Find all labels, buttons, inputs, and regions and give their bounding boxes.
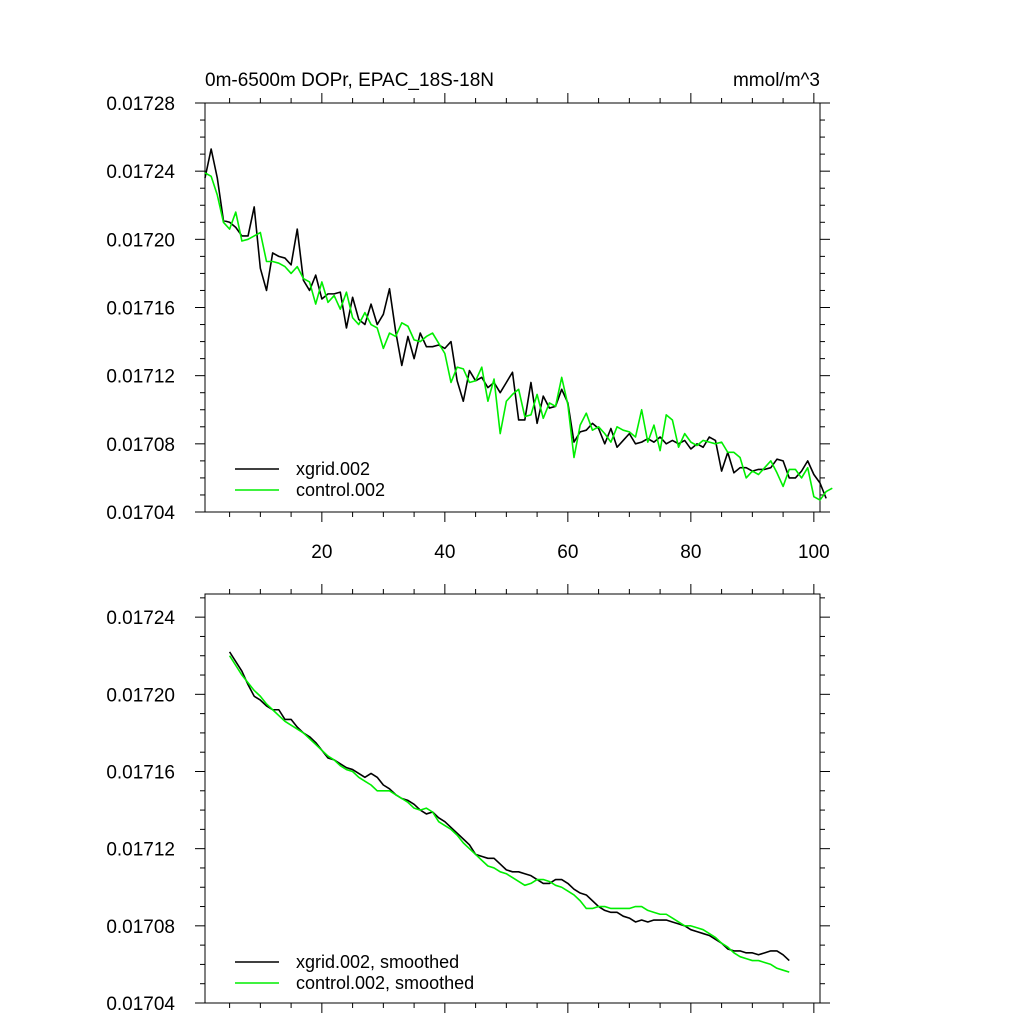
y-tick-label: 0.01712 xyxy=(106,840,175,861)
x-tick-label: 100 xyxy=(798,542,830,563)
y-tick-label: 0.01720 xyxy=(106,685,175,706)
plot-frame xyxy=(204,102,821,513)
y-tick-label: 0.01716 xyxy=(106,762,175,783)
series-line-control-002-smoothed xyxy=(228,655,790,973)
legend-label: control.002 xyxy=(296,480,385,500)
bottom-panel: 0.01704 0.01708 0.01712 0.01716 0.01720 0.017… xyxy=(106,584,830,1015)
y-tick-label: 0.01716 xyxy=(106,299,175,320)
legend-label: xgrid.002 xyxy=(296,459,370,479)
plot-frame xyxy=(204,593,821,1004)
legend-label: control.002, smoothed xyxy=(296,973,474,993)
chart-title: 0m-6500m DOPr, EPAC_18S-18N xyxy=(205,70,494,91)
top-panel: 20 40 60 80 100 0.01704 0.01708 0.01712 0.01716 0… xyxy=(106,70,833,563)
x-tick-label: 80 xyxy=(680,542,701,563)
y-tick-label: 0.01704 xyxy=(106,994,175,1015)
y-tick-label: 0.01708 xyxy=(106,917,175,938)
series-line-xgrid-002-smoothed xyxy=(228,651,790,962)
series-line-xgrid-002 xyxy=(204,148,827,499)
x-tick-label: 60 xyxy=(557,542,578,563)
y-tick-label: 0.01704 xyxy=(106,503,175,524)
y-tick-label: 0.01728 xyxy=(106,94,175,115)
x-tick-label: 40 xyxy=(434,542,455,563)
y-tick-label: 0.01720 xyxy=(106,230,175,251)
legend-label: xgrid.002, smoothed xyxy=(296,952,459,972)
y-tick-label: 0.01724 xyxy=(106,608,175,629)
y-tick-label: 0.01712 xyxy=(106,367,175,388)
y-tick-label: 0.01708 xyxy=(106,435,175,456)
y-tick-label: 0.01724 xyxy=(106,162,175,183)
x-tick-label: 20 xyxy=(311,542,332,563)
units-label: mmol/m^3 xyxy=(733,70,820,91)
series-line-control-002 xyxy=(204,172,833,501)
